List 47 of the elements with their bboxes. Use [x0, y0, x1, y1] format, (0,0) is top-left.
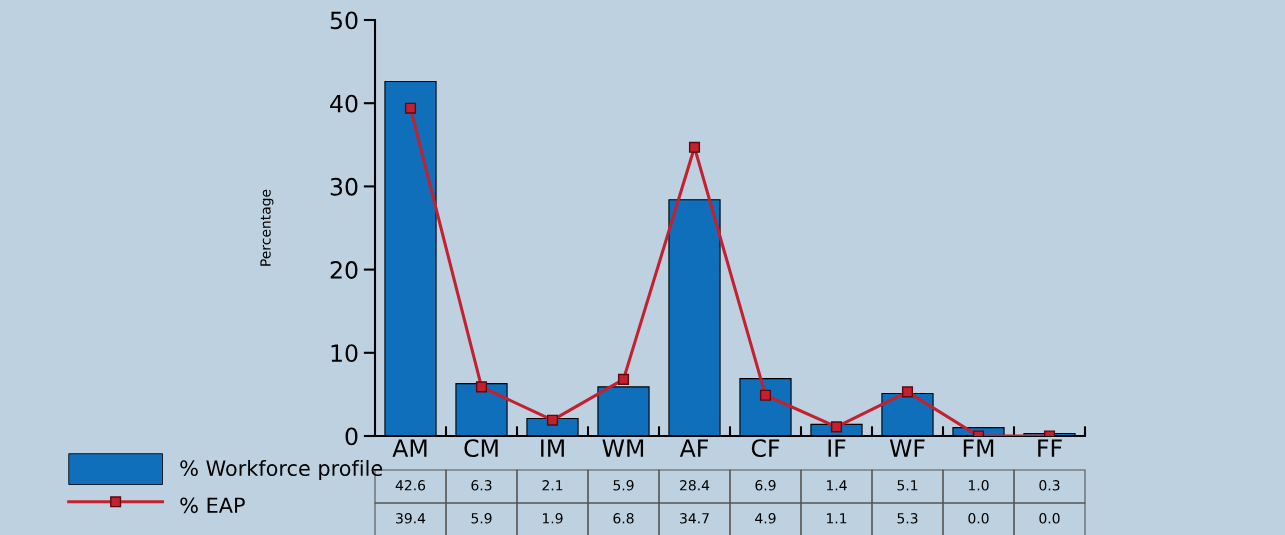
y-tick-label: 50	[330, 11, 358, 30]
data-label: 0.3	[1039, 480, 1060, 491]
x-tick-label: CM	[464, 439, 498, 458]
y-tick-label: 40	[330, 94, 358, 113]
data-label: 0.0	[968, 513, 989, 524]
x-tick-label: IM	[541, 439, 564, 457]
data-label: 6.3	[471, 480, 492, 491]
point	[617, 373, 630, 385]
x-tick-label: AM	[392, 439, 427, 457]
data-label: 6.8	[613, 513, 634, 524]
data-label: 39.4	[396, 513, 426, 524]
point	[830, 421, 843, 433]
data-label: 2.1	[542, 480, 563, 491]
y-tick-label: 0	[345, 427, 358, 446]
data-label: 1.1	[826, 513, 847, 524]
point	[688, 141, 701, 153]
data-label: 42.6	[395, 480, 426, 491]
x-tick-label: FM	[963, 439, 994, 457]
data-label: 34.7	[680, 513, 709, 524]
point	[475, 381, 488, 393]
data-label: 1.9	[542, 513, 563, 524]
x-tick-label: CF	[751, 439, 780, 458]
x-tick-label: FF	[1038, 439, 1062, 457]
data-label: 1.4	[826, 480, 847, 491]
data-label: 4.9	[755, 513, 776, 524]
x-tick-label: WF	[889, 439, 925, 457]
data-label: 6.9	[755, 480, 776, 491]
data-label: 5.9	[613, 480, 634, 491]
x-tick-label: IF	[828, 439, 846, 457]
point	[404, 102, 417, 114]
x-tick-label: WM	[602, 439, 644, 457]
data-label: 28.4	[680, 480, 710, 491]
data-label: 5.1	[897, 480, 918, 491]
point	[546, 414, 559, 426]
data-label: 0.0	[1039, 513, 1060, 524]
data-label: 1.0	[968, 480, 989, 491]
point	[901, 386, 914, 398]
x-tick-label: AF	[679, 439, 708, 457]
y-tick-label: 30	[330, 177, 358, 196]
legend-label: % Workforce profile	[180, 459, 383, 481]
data-label: 5.9	[471, 513, 492, 524]
y-tick-label: 10	[331, 344, 358, 363]
data-label: 5.3	[897, 513, 918, 524]
point	[759, 389, 772, 401]
legend-label: % EAP	[180, 497, 245, 514]
y-tick-label: 20	[330, 261, 358, 279]
y-axis-title: Percentage	[260, 189, 274, 266]
